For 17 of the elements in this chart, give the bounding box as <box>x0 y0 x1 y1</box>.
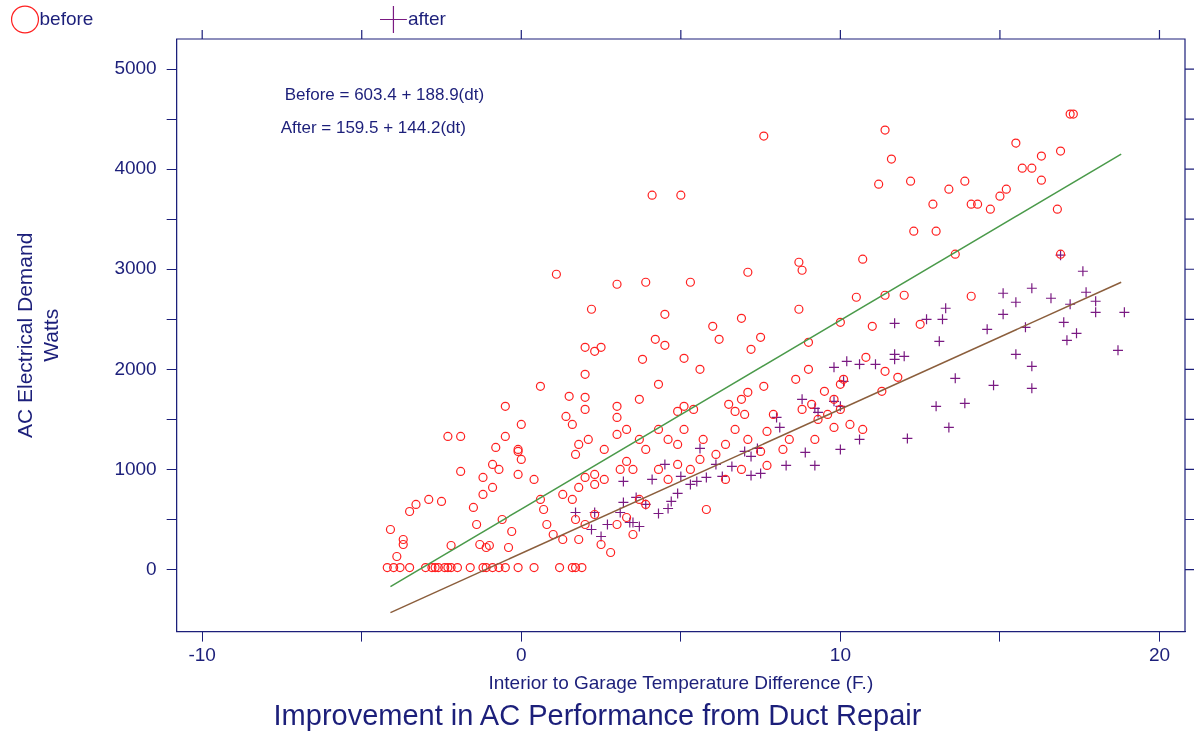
y-tick-label: 5000 <box>114 57 157 79</box>
y-tick-label: 0 <box>146 557 157 579</box>
text: Improvement in AC Performance from Duct Repair <box>273 698 922 731</box>
y-tick-label: 4000 <box>114 157 157 179</box>
y-tick-label: 2000 <box>114 357 157 379</box>
annotation: After = 159.5 + 144.2(dt) <box>280 117 466 137</box>
x-tick-label: 20 <box>1148 644 1171 666</box>
legend-label: before <box>39 7 379 29</box>
annotation: Before = 603.4 + 188.9(dt) <box>284 84 485 104</box>
y-tick-label: 1000 <box>114 457 157 479</box>
x-tick-label: -10 <box>188 644 216 666</box>
x-axis-title: Interior to Garage Temperature Difference (F.) <box>488 672 874 694</box>
x-tick-label: 10 <box>829 644 851 666</box>
x-tick-label: 0 <box>516 644 527 666</box>
legend-label: after <box>407 7 732 29</box>
y-axis-title: AC Electrical Demand Watts <box>13 232 62 438</box>
y-tick-label: 3000 <box>114 257 157 279</box>
